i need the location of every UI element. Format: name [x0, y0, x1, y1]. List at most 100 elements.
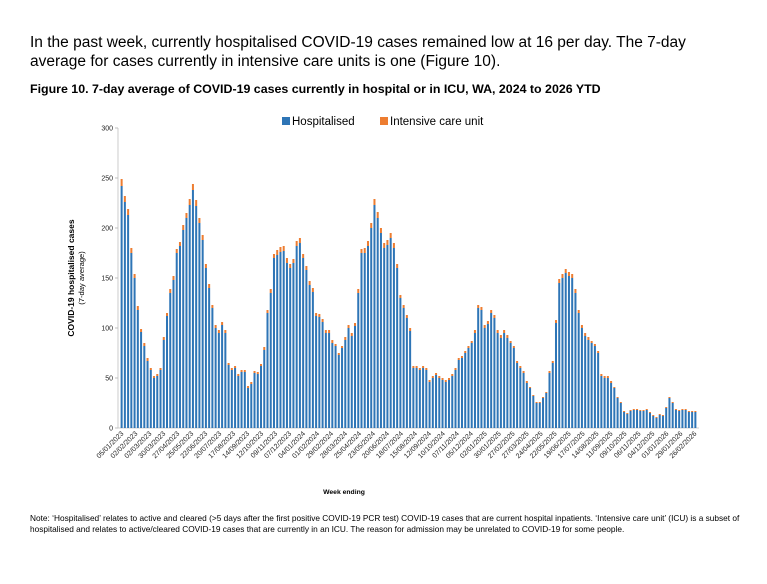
- y-tick-label: 250: [101, 176, 113, 183]
- bar-icu: [454, 368, 457, 370]
- bar-icu: [444, 380, 447, 382]
- bar-hospitalised: [360, 253, 363, 428]
- bar-icu: [282, 246, 285, 251]
- bar-icu: [182, 225, 185, 230]
- bar-icu: [328, 330, 331, 333]
- bar-hospitalised: [136, 310, 139, 428]
- bar-icu: [538, 402, 541, 403]
- bar-icu: [191, 184, 194, 190]
- bar-icu: [525, 381, 528, 383]
- bar-hospitalised: [496, 333, 499, 428]
- bar-icu: [143, 343, 146, 346]
- bar-hospitalised: [454, 370, 457, 428]
- bar-icu: [237, 374, 240, 376]
- bar-hospitalised: [636, 410, 639, 428]
- bar-hospitalised: [483, 328, 486, 428]
- bar-hospitalised: [263, 350, 266, 428]
- bar-hospitalised: [535, 403, 538, 428]
- bar-icu: [632, 409, 635, 410]
- bar-icu: [331, 340, 334, 343]
- bar-icu: [600, 374, 603, 376]
- bar-hospitalised: [681, 410, 684, 428]
- bar-hospitalised: [328, 333, 331, 428]
- bar-icu: [350, 333, 353, 336]
- bar-icu: [603, 376, 606, 378]
- y-tick-label: 100: [101, 326, 113, 333]
- bar-hospitalised: [227, 365, 230, 428]
- bar-icu: [243, 370, 246, 372]
- bar-icu: [623, 411, 626, 412]
- bar-hospitalised: [668, 398, 671, 428]
- bar-icu: [208, 284, 211, 288]
- bar-hospitalised: [354, 326, 357, 428]
- figure-title: Figure 10. 7-day average of COVID-19 cas…: [30, 82, 601, 96]
- bar-icu: [123, 196, 126, 202]
- bar-hospitalised: [347, 328, 350, 428]
- bar-icu: [133, 274, 136, 278]
- bar-icu: [551, 361, 554, 363]
- bar-icu: [386, 240, 389, 245]
- bar-hospitalised: [632, 410, 635, 428]
- bar-hospitalised: [532, 396, 535, 428]
- bar-icu: [535, 402, 538, 403]
- bar-icu: [506, 335, 509, 338]
- bar-icu: [567, 272, 570, 276]
- bar-icu: [363, 248, 366, 253]
- bar-icu: [221, 322, 224, 325]
- bar-hospitalised: [214, 328, 217, 428]
- bar-icu: [253, 371, 256, 373]
- bar-hospitalised: [629, 411, 632, 428]
- bar-icu: [285, 258, 288, 263]
- bar-icu: [357, 289, 360, 293]
- bar-hospitalised: [412, 368, 415, 428]
- bar-icu: [441, 378, 444, 380]
- bar-icu: [247, 386, 250, 388]
- bar-icu: [405, 315, 408, 318]
- bar-hospitalised: [687, 412, 690, 428]
- bar-icu: [616, 397, 619, 398]
- bar-icu: [564, 269, 567, 273]
- bar-icu: [470, 341, 473, 343]
- bar-hospitalised: [285, 263, 288, 428]
- x-axis-title: Week ending: [323, 489, 365, 496]
- bar-hospitalised: [486, 324, 489, 428]
- bar-hospitalised: [276, 255, 279, 428]
- bar-hospitalised: [302, 258, 305, 428]
- bar-hospitalised: [509, 343, 512, 428]
- bar-icu: [584, 333, 587, 336]
- bar-hospitalised: [341, 348, 344, 428]
- bar-icu: [169, 289, 172, 293]
- bar-hospitalised: [587, 340, 590, 428]
- bar-hospitalised: [674, 410, 677, 428]
- bar-icu: [619, 402, 622, 403]
- bar-icu: [655, 417, 658, 418]
- bar-hospitalised: [178, 246, 181, 428]
- bar-hospitalised: [665, 408, 668, 428]
- bar-hospitalised: [370, 228, 373, 428]
- bar-icu: [159, 368, 162, 370]
- bar-hospitalised: [694, 412, 697, 428]
- bar-hospitalised: [253, 373, 256, 428]
- bar-icu: [409, 328, 412, 331]
- bar-hospitalised: [490, 313, 493, 428]
- bar-hospitalised: [606, 378, 609, 428]
- bar-hospitalised: [201, 240, 204, 428]
- legend-swatch-hospitalised: [282, 117, 290, 125]
- bar-hospitalised: [243, 372, 246, 428]
- bar-icu: [370, 223, 373, 228]
- bar-icu: [146, 358, 149, 361]
- bar-hospitalised: [405, 318, 408, 428]
- bar-icu: [366, 241, 369, 246]
- bar-hospitalised: [269, 293, 272, 428]
- bar-icu: [201, 235, 204, 240]
- bar-hospitalised: [567, 276, 570, 428]
- bar-hospitalised: [208, 288, 211, 428]
- bar-icu: [503, 330, 506, 333]
- bar-hospitalised: [616, 398, 619, 428]
- bar-icu: [341, 346, 344, 348]
- bar-hospitalised: [642, 411, 645, 428]
- bar-icu: [204, 264, 207, 268]
- bar-icu: [188, 199, 191, 205]
- intro-paragraph: In the past week, currently hospitalised…: [30, 34, 686, 70]
